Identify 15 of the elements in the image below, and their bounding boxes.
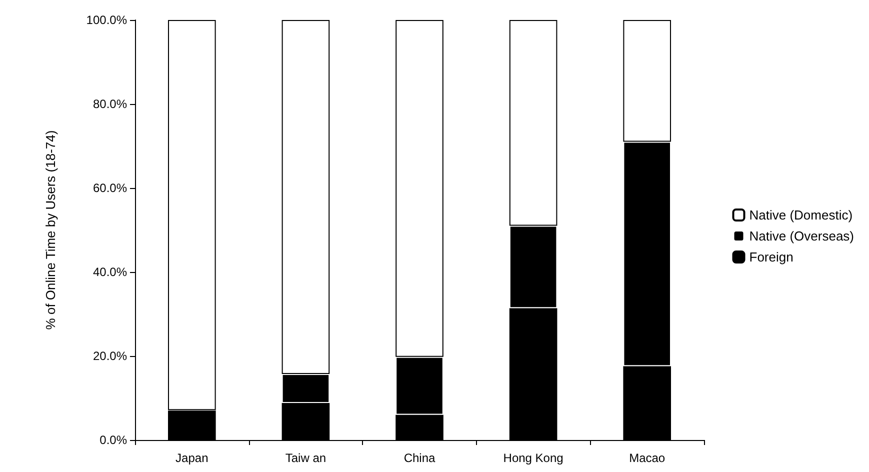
- y-axis-title: % of Online Time by Users (18-74): [43, 130, 58, 330]
- legend-label: Foreign: [749, 250, 794, 264]
- legend-label: Native (Overseas): [749, 228, 854, 244]
- y-tick-label: 60.0%: [92, 181, 128, 195]
- x-tick-label: China: [404, 451, 436, 465]
- x-tick-label: Macao: [629, 451, 666, 465]
- x-tick-label: Hong Kong: [503, 451, 564, 465]
- y-tick-label: 20.0%: [92, 349, 128, 363]
- y-tick-label: 80.0%: [92, 97, 128, 111]
- y-tick-label: 0.0%: [100, 433, 128, 447]
- x-tick-label: Taiw an: [285, 451, 326, 465]
- y-tick-label: 40.0%: [92, 265, 128, 279]
- x-tick-label: Japan: [176, 451, 208, 465]
- legend-label: Native (Domestic): [749, 208, 853, 222]
- y-tick-label: 100.0%: [86, 13, 128, 27]
